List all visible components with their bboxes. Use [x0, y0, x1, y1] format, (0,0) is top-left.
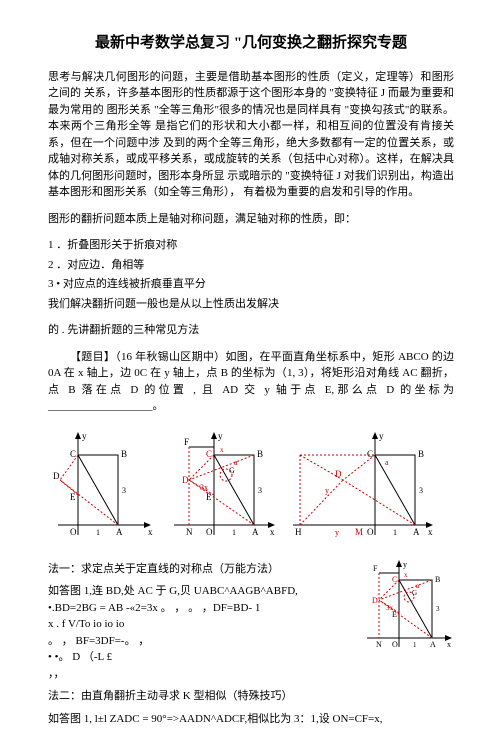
label-y: y — [82, 431, 87, 441]
blank-punct: 。 — [153, 400, 164, 412]
label-D-4: D — [372, 596, 378, 605]
method-1-line-c: x . f V/To io io io — [48, 616, 351, 633]
problem-text: 【题目】（16 年秋锡山区期中）如图，在平面直角坐标系中，矩形 ABCO 的边 … — [48, 351, 454, 413]
paragraph-methods: 的 . 先讲翻折题的三种常见方法 — [48, 322, 454, 339]
label-y-4: y — [403, 560, 407, 569]
label-F-4: F — [373, 564, 378, 573]
method-2-title: 法二：由直角翻折主动寻求 K 型相似（特殊技巧） — [48, 688, 454, 705]
label-yval: y — [325, 486, 329, 495]
label-N-4: N — [376, 640, 382, 649]
label-O-2: O — [206, 527, 213, 537]
diagram-column-right: y x F C B D E G N O A x 3x 1 3 a — [359, 555, 454, 683]
label-F: F — [184, 437, 189, 447]
label-G-4: G — [412, 589, 417, 597]
problem-statement: 【题目】（16 年秋锡山区期中）如图，在平面直角坐标系中，矩形 ABCO 的边 … — [48, 349, 454, 415]
label-x: x — [148, 527, 153, 537]
label-1-4: 1 — [413, 641, 417, 649]
method-1-line-e: • •。 D （-L £ — [48, 649, 351, 666]
label-A: A — [116, 527, 123, 537]
list-item-3: 3 • 对应点的连线被折痕垂直平分 — [48, 276, 454, 293]
label-a3: a — [385, 458, 389, 467]
label-3-3: 3 — [419, 486, 423, 495]
label-y-3: y — [379, 431, 384, 441]
label-y-2: y — [218, 431, 223, 441]
label-A-2: A — [252, 527, 259, 537]
label-H: H — [295, 527, 302, 537]
diagram-row: y x C B O A D E 1 3 y x F C B D E G — [48, 425, 454, 545]
label-1: 1 — [96, 528, 100, 537]
label-x-3: x — [428, 527, 433, 537]
label-1-3: 1 — [393, 528, 397, 537]
label-3-2: 3 — [258, 486, 262, 495]
label-a-4: a — [416, 582, 420, 590]
page-title: 最新中考数学总复习 "几何变换之翻折探究专题 — [48, 32, 454, 55]
label-3-4: 3 — [436, 605, 440, 613]
method-1-title: 法一：求定点关于定直线的对称点（万能方法） — [48, 561, 351, 578]
label-yval2: y — [335, 528, 339, 537]
label-B-4: B — [435, 575, 440, 584]
method-2-line-a: 如答图 1, l±l ZADC = 90°=>AADN^ADCF,相似比为 3：… — [48, 711, 454, 728]
label-A-3: A — [413, 527, 420, 537]
label-B-2: B — [257, 449, 263, 459]
diagram-3: y x C B D H O M A y y 1 3 a — [285, 425, 435, 545]
label-O: O — [70, 527, 77, 537]
label-C: C — [70, 449, 76, 459]
label-A-4: A — [430, 640, 436, 649]
method-1-line-d: 。 ， BF=3DF=-。 ， — [48, 633, 351, 650]
method-1-line-f: ，， — [48, 666, 351, 683]
label-C-2: C — [206, 449, 212, 459]
label-N: N — [186, 527, 193, 537]
label-G: G — [229, 466, 235, 475]
label-B-3: B — [418, 449, 424, 459]
method-1-line-a: 如答图 1,连 BD,处 AC 于 G,贝 UABC^AAGB^ABFD, — [48, 583, 351, 600]
list-item-2: 2 ．对应边．角相等 — [48, 257, 454, 274]
label-M: M — [355, 527, 363, 537]
label-B: B — [121, 449, 127, 459]
paragraph-essence: 图形的翻折问题本质上是轴对称问题，满足轴对称的性质，即： — [48, 211, 454, 228]
paragraph-intro: 思考与解决几何图形的问题，主要是借助基本图形的性质（定义，定理等）和图形之间的 … — [48, 69, 454, 201]
label-D: D — [53, 471, 60, 481]
paragraph-solve: 我们解决翻折问题一般也是从以上性质出发解决 — [48, 296, 454, 313]
diagram-2: y x F C B D E G O N A x 3x 1 3 a — [164, 425, 279, 545]
diagram-1: y x C B O A D E 1 3 — [48, 425, 158, 545]
label-C-3: C — [367, 449, 373, 459]
label-O-4: O — [392, 640, 398, 649]
label-3x-4: 3x — [386, 604, 394, 612]
label-x-2: x — [270, 527, 275, 537]
list-item-1: 1 ．折叠图形关于折痕对称 — [48, 237, 454, 254]
label-E-2: E — [206, 492, 212, 502]
label-D-3: D — [335, 469, 342, 479]
label-x-4: x — [447, 640, 451, 649]
label-3x: 3x — [200, 483, 208, 492]
label-1-2: 1 — [232, 528, 236, 537]
label-xx: x — [220, 446, 224, 454]
method-1-line-b: •.BD=2BG = AB -«2=3x 。 ， 。 ，DF=BD- 1 — [48, 600, 351, 617]
label-E: E — [70, 492, 76, 502]
label-O-3: O — [367, 527, 374, 537]
label-xx-4: x — [404, 571, 408, 579]
label-3: 3 — [122, 486, 126, 495]
diagram-4: y x F C B D E G N O A x 3x 1 3 a — [359, 555, 454, 655]
label-C-4: C — [392, 575, 397, 584]
label-a: a — [234, 458, 238, 467]
label-D-2: D — [182, 475, 189, 485]
